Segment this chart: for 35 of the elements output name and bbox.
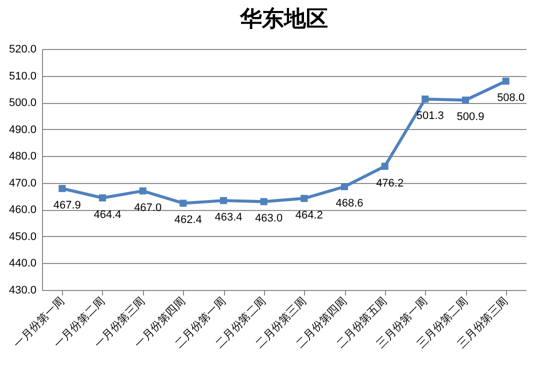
data-label: 467.0 bbox=[134, 202, 162, 214]
data-label: 462.4 bbox=[174, 214, 202, 226]
point bbox=[462, 96, 470, 104]
data-label: 464.2 bbox=[295, 209, 323, 222]
point bbox=[340, 183, 348, 190]
y-tick-label: 500.0 bbox=[8, 97, 36, 110]
point bbox=[381, 162, 388, 170]
point bbox=[220, 197, 228, 204]
y-tick-label: 510.0 bbox=[8, 70, 36, 82]
y-tick-label: 430.0 bbox=[8, 284, 36, 296]
point bbox=[139, 187, 146, 194]
point bbox=[260, 198, 268, 206]
y-tick-label: 450.0 bbox=[8, 230, 36, 243]
data-label: 467.9 bbox=[53, 200, 81, 212]
y-tick-label: 520.0 bbox=[8, 44, 36, 56]
y-tick-label: 490.0 bbox=[8, 124, 36, 136]
chart-title: 华东地区 bbox=[239, 6, 328, 31]
data-label: 500.9 bbox=[456, 111, 484, 124]
point bbox=[58, 184, 66, 192]
data-label: 463.4 bbox=[214, 212, 242, 224]
data-label: 468.6 bbox=[336, 198, 364, 210]
y-tick-label: 470.0 bbox=[8, 177, 36, 190]
data-label: 501.3 bbox=[416, 110, 444, 122]
data-label: 464.4 bbox=[94, 208, 122, 221]
point bbox=[422, 96, 429, 103]
point bbox=[502, 78, 510, 85]
y-tick-label: 440.0 bbox=[8, 258, 36, 270]
data-label: 476.2 bbox=[376, 177, 404, 190]
data-label: 463.0 bbox=[255, 212, 283, 225]
point bbox=[180, 200, 187, 207]
point bbox=[300, 194, 308, 202]
data-label: 508.0 bbox=[497, 92, 525, 104]
y-tick-label: 480.0 bbox=[8, 150, 36, 163]
point bbox=[98, 194, 106, 202]
y-tick-label: 460.0 bbox=[8, 204, 36, 216]
